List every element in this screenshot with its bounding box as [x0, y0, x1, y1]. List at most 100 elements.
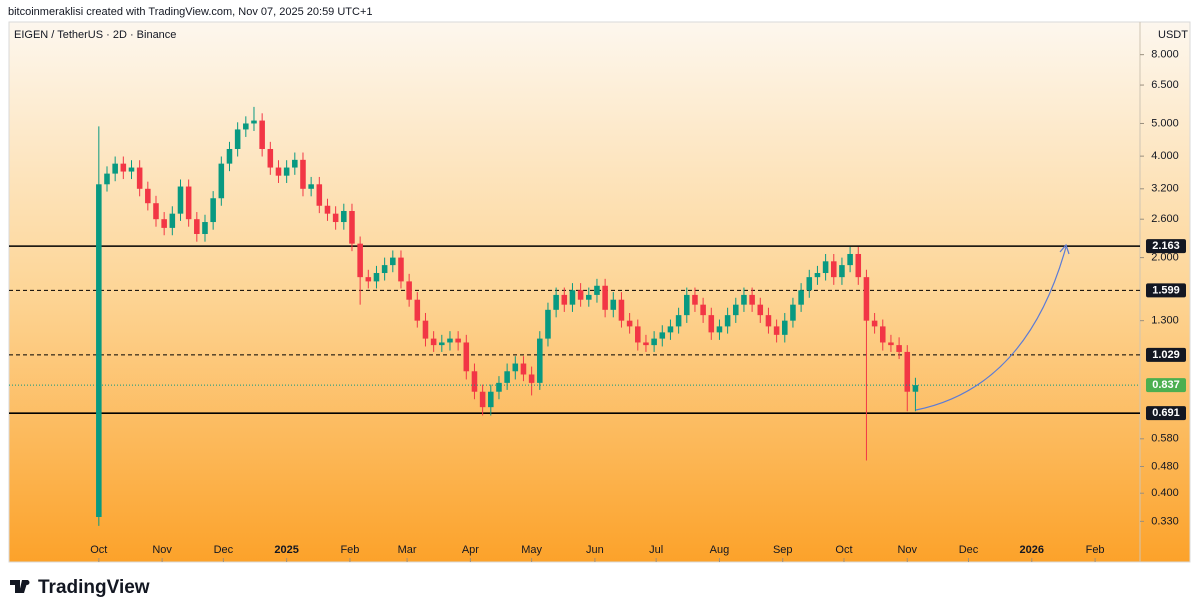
last-price-label: 0.837	[1152, 379, 1180, 391]
y-tick-label: 2.600	[1151, 213, 1179, 225]
candle-body	[406, 281, 412, 300]
candle-body	[259, 120, 265, 149]
x-tick-label: Feb	[340, 544, 359, 556]
footer-logo: TradingView	[10, 577, 150, 598]
candle-body	[635, 326, 641, 343]
candle-body	[814, 273, 821, 278]
candle-body	[300, 159, 306, 189]
candle-body	[226, 148, 233, 164]
candle-body	[504, 371, 510, 383]
candle-body	[716, 326, 723, 333]
y-tick-label: 1.300	[1151, 315, 1179, 327]
x-tick-label: Oct	[90, 544, 107, 556]
level-label-bg	[1146, 283, 1186, 298]
candle-body	[169, 213, 176, 228]
candle-body	[381, 265, 388, 274]
y-tick-label: 0.580	[1151, 433, 1179, 445]
candle-body	[839, 265, 845, 278]
level-label: 2.163	[1152, 240, 1180, 252]
candle-body	[569, 290, 576, 305]
candle-body	[700, 304, 706, 316]
candle-body	[218, 163, 225, 199]
candle-body	[626, 320, 633, 327]
logo-dot	[24, 580, 30, 585]
x-tick-label: Oct	[835, 544, 852, 556]
candle-body	[390, 257, 396, 266]
candle-body	[292, 159, 298, 168]
candle-body	[316, 184, 323, 206]
arrow-head	[1059, 243, 1070, 255]
level-label: 0.691	[1152, 407, 1180, 419]
candle-body	[112, 163, 118, 174]
candle-body	[602, 285, 608, 310]
level-label-bg	[1146, 239, 1186, 254]
plot: 8.000 6.500 5.000 4.000 3.200 2.600 2.000 1.300…	[9, 49, 1186, 562]
candle-body	[202, 222, 208, 234]
x-tick-label: Nov	[897, 544, 917, 556]
candle-body	[765, 315, 772, 327]
candle-body	[488, 391, 494, 408]
candle-body	[341, 210, 347, 223]
candle-body	[904, 351, 911, 392]
candle-body	[357, 243, 363, 278]
y-tick-label: 0.400	[1151, 487, 1179, 499]
candle-body	[194, 219, 200, 234]
candle-body	[373, 273, 380, 282]
candle-body	[365, 277, 372, 282]
symbol-title: EIGEN / TetherUS · 2D · Binance	[14, 29, 176, 41]
candle-body	[708, 315, 715, 333]
candle-body	[275, 167, 282, 176]
candle-body	[871, 320, 878, 327]
x-tick-label: Apr	[462, 544, 479, 556]
candle-body	[733, 304, 739, 316]
candle-body	[177, 186, 184, 214]
candle-body	[594, 285, 600, 295]
x-tick-label: 2025	[274, 544, 298, 556]
y-tick-label: 4.000	[1151, 150, 1179, 162]
candle-body	[806, 277, 813, 291]
candle-body	[675, 315, 682, 327]
candle-body	[577, 290, 584, 300]
candle-body	[512, 363, 519, 372]
candle-body	[210, 198, 216, 223]
candle-body	[120, 163, 127, 172]
level-label: 1.029	[1152, 349, 1180, 361]
candle-body	[684, 294, 690, 316]
candle-body	[145, 188, 151, 204]
candle-body	[822, 261, 829, 274]
candle-body	[153, 203, 159, 220]
candle-body	[537, 338, 543, 383]
x-tick-label: Jun	[586, 544, 604, 556]
candle-body	[855, 253, 862, 278]
header: bitcoinmeraklisi created with TradingVie…	[8, 6, 373, 18]
candle-body	[610, 299, 617, 310]
candle-body	[667, 326, 674, 333]
candle-body	[283, 167, 290, 176]
candle-body	[471, 371, 478, 392]
candle-body	[553, 294, 559, 310]
candle-body	[496, 382, 502, 392]
logo-icon	[10, 580, 28, 593]
level-label: 1.599	[1152, 284, 1180, 296]
candle-body	[651, 338, 657, 346]
y-tick-label: 5.000	[1151, 117, 1179, 129]
x-tick-label: Mar	[398, 544, 417, 556]
candle-body	[528, 374, 535, 383]
candle-body	[847, 253, 853, 266]
y-tick-label: 0.480	[1151, 460, 1179, 472]
candle-body	[545, 309, 551, 339]
candle-body	[455, 338, 461, 343]
x-tick-label: Feb	[1086, 544, 1105, 556]
y-tick-label: 6.500	[1151, 79, 1179, 91]
candle-body	[243, 123, 249, 130]
candle-body	[912, 385, 919, 392]
candle-body	[520, 363, 527, 375]
candle-body	[185, 186, 192, 220]
y-tick-label: 2.000	[1151, 252, 1179, 264]
x-tick-label: 2026	[1020, 544, 1044, 556]
candle-body	[349, 210, 355, 244]
x-tick-label: Dec	[959, 544, 979, 556]
candle-body	[798, 290, 804, 305]
candle-body	[234, 129, 241, 149]
